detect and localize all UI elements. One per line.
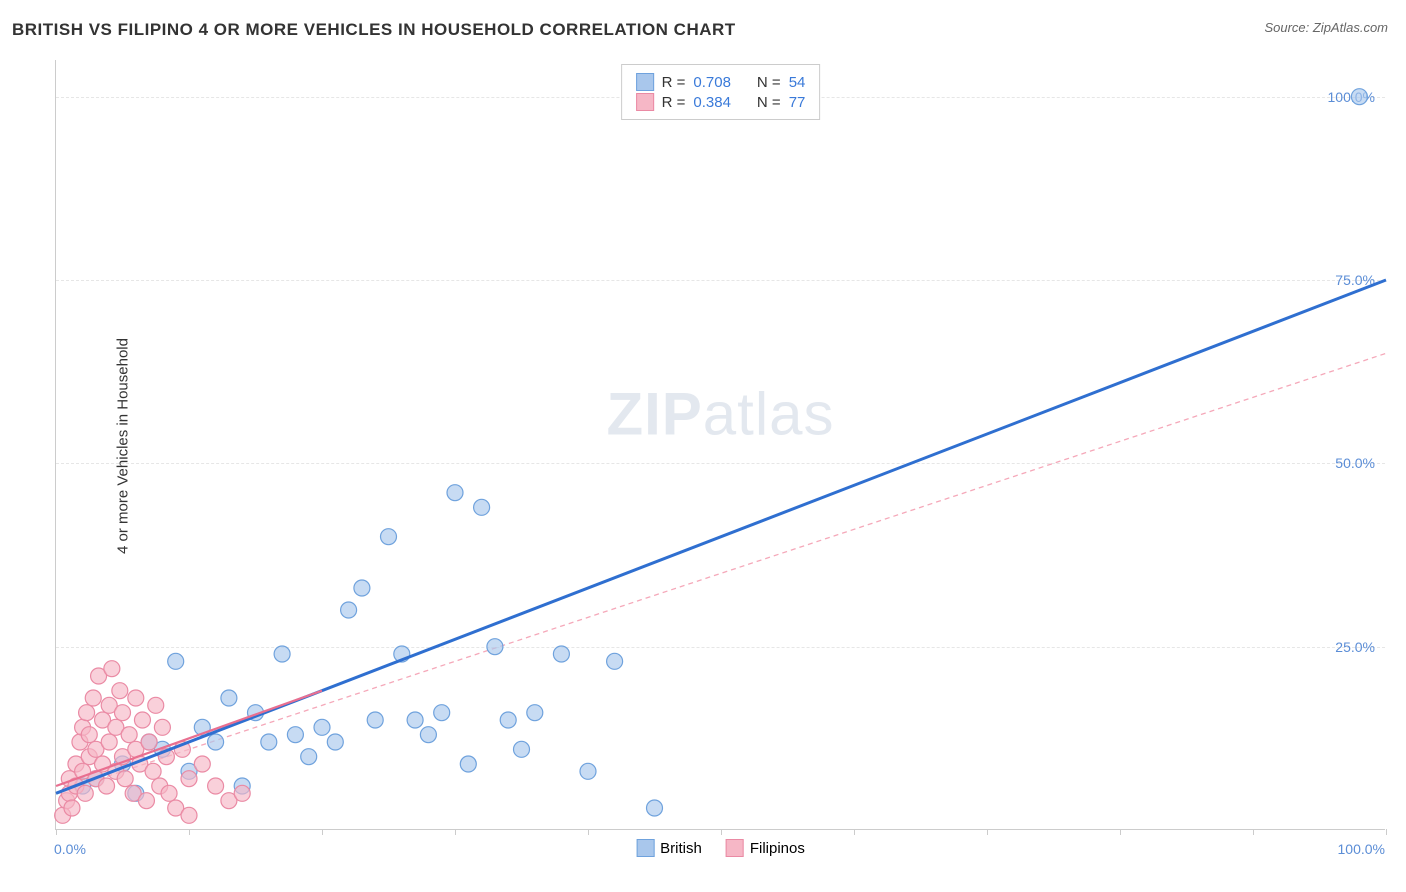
x-tick xyxy=(189,829,190,835)
data-point xyxy=(460,756,476,772)
data-point xyxy=(168,653,184,669)
data-point xyxy=(115,705,131,721)
data-point xyxy=(121,727,137,743)
data-point xyxy=(1351,89,1367,105)
data-point xyxy=(287,727,303,743)
legend-item: British xyxy=(636,839,702,857)
data-point xyxy=(138,793,154,809)
data-point xyxy=(81,727,97,743)
data-point xyxy=(141,734,157,750)
x-tick xyxy=(1120,829,1121,835)
data-point xyxy=(261,734,277,750)
data-point xyxy=(314,719,330,735)
x-tick-label: 100.0% xyxy=(1338,841,1385,857)
data-point xyxy=(487,639,503,655)
data-point xyxy=(148,697,164,713)
data-point xyxy=(64,800,80,816)
x-tick xyxy=(322,829,323,835)
n-value: 54 xyxy=(789,74,806,91)
data-point xyxy=(434,705,450,721)
legend-item: Filipinos xyxy=(726,839,805,857)
data-point xyxy=(112,683,128,699)
r-label: R = xyxy=(662,74,686,91)
data-point xyxy=(553,646,569,662)
data-point xyxy=(341,602,357,618)
scatter-svg xyxy=(56,60,1385,829)
x-tick xyxy=(588,829,589,835)
stats-row: R = 0.384 N = 77 xyxy=(636,93,806,111)
data-point xyxy=(514,741,530,757)
n-label: N = xyxy=(757,74,781,91)
x-tick xyxy=(854,829,855,835)
data-point xyxy=(274,646,290,662)
r-value: 0.708 xyxy=(693,74,731,91)
data-point xyxy=(117,771,133,787)
data-point xyxy=(354,580,370,596)
x-tick xyxy=(987,829,988,835)
data-point xyxy=(234,785,250,801)
stats-box: R = 0.708 N = 54 R = 0.384 N = 77 xyxy=(621,64,821,120)
n-value: 77 xyxy=(789,94,806,111)
data-point xyxy=(161,785,177,801)
data-point xyxy=(85,690,101,706)
series-swatch xyxy=(636,93,654,111)
x-tick xyxy=(721,829,722,835)
data-point xyxy=(221,690,237,706)
data-point xyxy=(420,727,436,743)
data-point xyxy=(327,734,343,750)
x-tick xyxy=(56,829,57,835)
data-point xyxy=(128,690,144,706)
chart-title: BRITISH VS FILIPINO 4 OR MORE VEHICLES I… xyxy=(12,20,736,40)
trend-line xyxy=(56,280,1386,793)
legend-label: Filipinos xyxy=(750,840,805,857)
legend-label: British xyxy=(660,840,702,857)
data-point xyxy=(367,712,383,728)
data-point xyxy=(527,705,543,721)
data-point xyxy=(301,749,317,765)
data-point xyxy=(99,778,115,794)
data-point xyxy=(381,529,397,545)
data-point xyxy=(104,661,120,677)
x-tick-label: 0.0% xyxy=(54,841,86,857)
data-point xyxy=(194,756,210,772)
source-attribution: Source: ZipAtlas.com xyxy=(1264,20,1388,35)
x-tick xyxy=(1253,829,1254,835)
series-swatch xyxy=(636,73,654,91)
data-point xyxy=(79,705,95,721)
data-point xyxy=(647,800,663,816)
data-point xyxy=(134,712,150,728)
stats-row: R = 0.708 N = 54 xyxy=(636,73,806,91)
data-point xyxy=(607,653,623,669)
data-point xyxy=(208,734,224,750)
data-point xyxy=(474,499,490,515)
trend-line-dashed xyxy=(56,353,1386,793)
data-point xyxy=(101,734,117,750)
x-tick xyxy=(1386,829,1387,835)
r-label: R = xyxy=(662,94,686,111)
series-swatch xyxy=(726,839,744,857)
correlation-chart: BRITISH VS FILIPINO 4 OR MORE VEHICLES I… xyxy=(0,0,1406,892)
data-point xyxy=(181,807,197,823)
n-label: N = xyxy=(757,94,781,111)
r-value: 0.384 xyxy=(693,94,731,111)
data-point xyxy=(500,712,516,728)
data-point xyxy=(407,712,423,728)
data-point xyxy=(181,771,197,787)
series-swatch xyxy=(636,839,654,857)
data-point xyxy=(154,719,170,735)
data-point xyxy=(77,785,93,801)
plot-area: ZIPatlas 25.0%50.0%75.0%100.0% 0.0%100.0… xyxy=(55,60,1385,830)
data-point xyxy=(580,763,596,779)
data-point xyxy=(447,485,463,501)
data-point xyxy=(145,763,161,779)
x-tick xyxy=(455,829,456,835)
legend: British Filipinos xyxy=(636,839,805,857)
data-point xyxy=(208,778,224,794)
